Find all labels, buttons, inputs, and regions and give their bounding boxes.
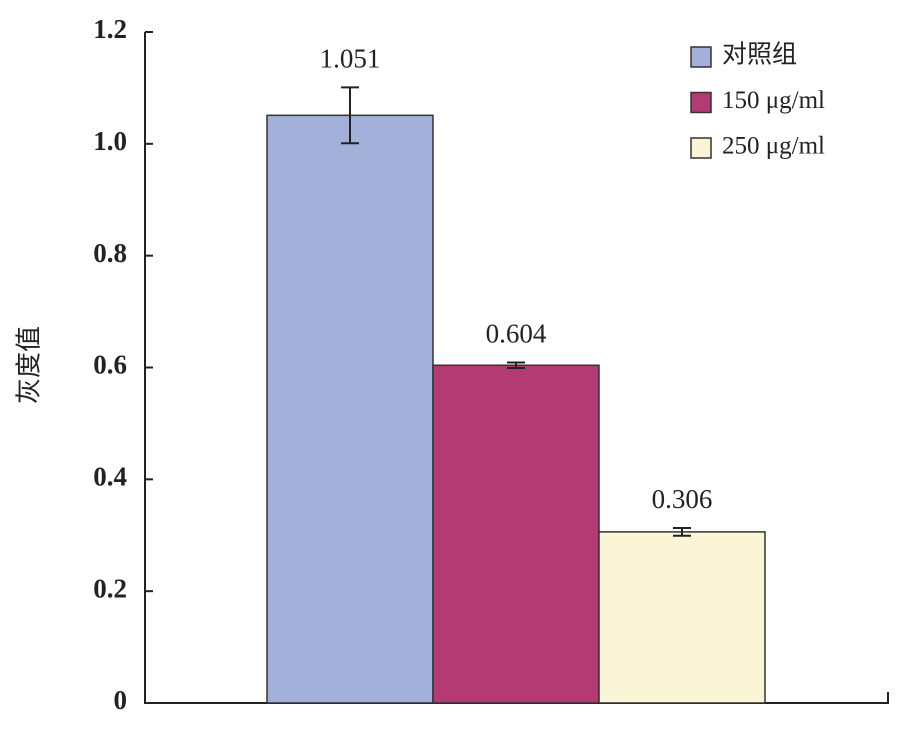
value-label: 0.306: [652, 484, 713, 514]
y-tick-label: 0.2: [93, 573, 127, 603]
error-bar: [673, 526, 691, 537]
y-tick-label: 0.8: [93, 238, 127, 268]
y-tick-label: 1.0: [93, 126, 127, 156]
y-axis-label: 灰度值: [15, 326, 45, 404]
value-label: 1.051: [320, 44, 381, 74]
error-bar: [507, 361, 525, 370]
legend-swatch: [690, 46, 712, 68]
y-tick-label: 0: [114, 685, 128, 715]
y-tick-label: 1.2: [93, 14, 127, 44]
y-tick-label: 0.4: [93, 462, 127, 492]
value-label: 0.604: [486, 319, 547, 349]
legend-label: 对照组: [722, 41, 797, 69]
bar: [266, 114, 434, 704]
y-tick-label: 0.6: [93, 350, 127, 380]
legend-label: 250 μg/ml: [722, 133, 825, 160]
bar: [432, 364, 600, 704]
legend-swatch: [690, 137, 712, 159]
error-bar: [341, 86, 359, 145]
legend-swatch: [690, 91, 712, 114]
legend-label: 150 μg/ml: [722, 87, 825, 114]
bar: [598, 531, 766, 704]
